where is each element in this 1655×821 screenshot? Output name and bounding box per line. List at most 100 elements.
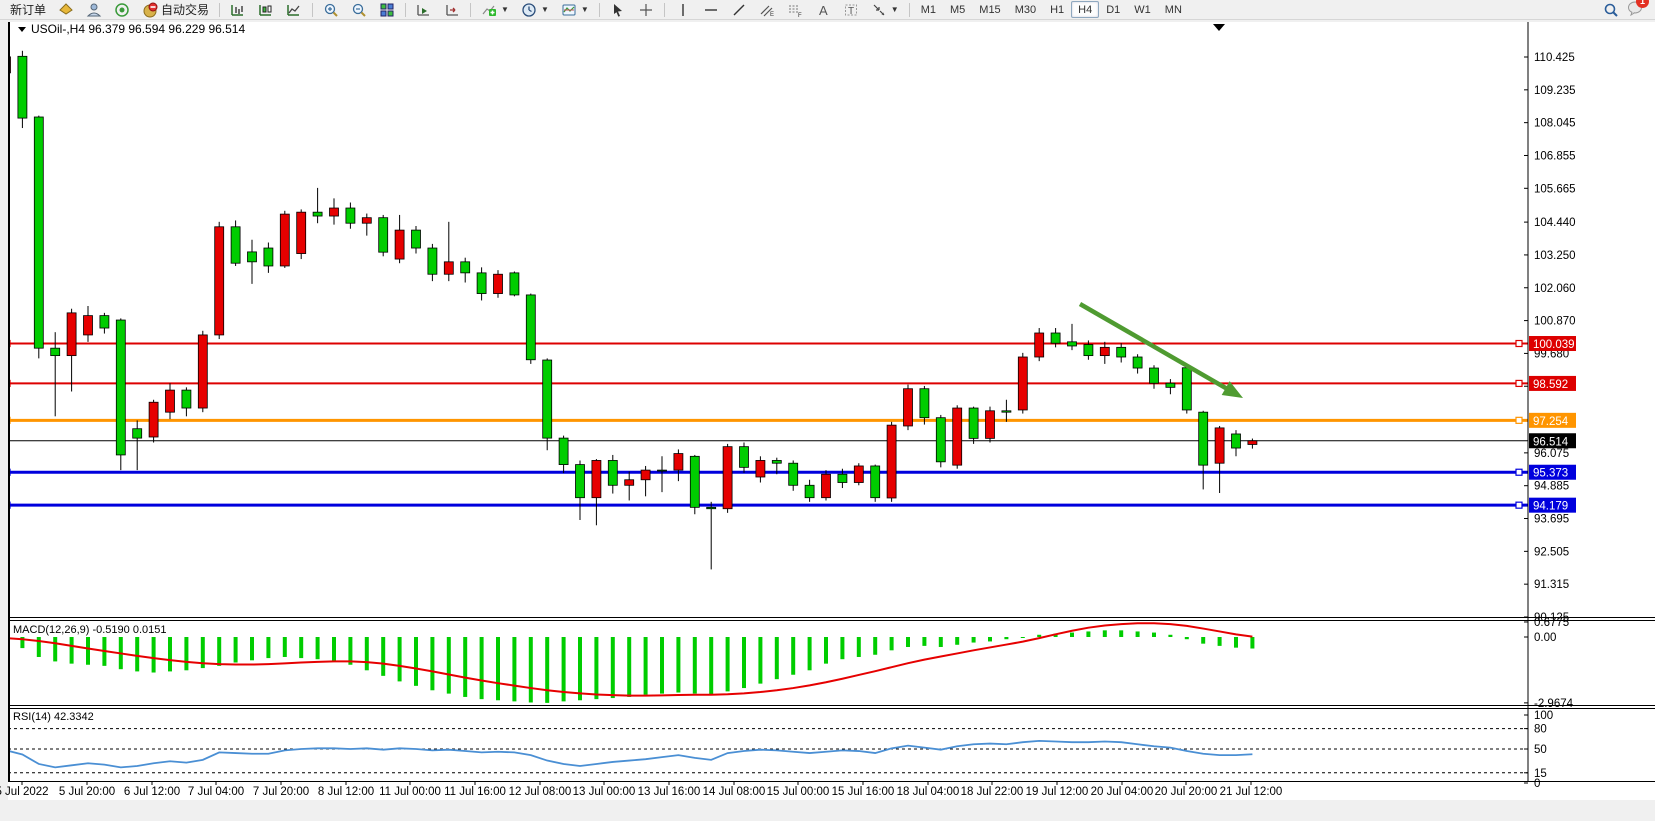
candle	[607, 460, 618, 486]
candle	[378, 217, 389, 253]
candle	[1050, 332, 1061, 344]
crosshair-icon	[638, 2, 654, 18]
timeframe-h1[interactable]: H1	[1050, 3, 1065, 16]
auto-trading-button[interactable]: 自动交易	[136, 1, 215, 19]
time-axis-labels: 5 Jul 2022 5 Jul 20:00 6 Jul 12:00 7 Jul 04…	[0, 781, 1282, 798]
new-order-button[interactable]: 新订单	[4, 1, 52, 19]
timeframe-m1[interactable]: M1	[920, 3, 936, 16]
candle	[837, 473, 848, 483]
shapes-arrows-icon	[871, 2, 887, 18]
candle	[558, 437, 569, 465]
time-tick-label: 8 Jul 12:00	[318, 786, 374, 798]
bar-chart-button[interactable]	[224, 1, 252, 19]
templates-button[interactable]: ▼	[555, 1, 595, 19]
notifications-button[interactable]: 1	[1627, 0, 1649, 19]
chart-canvas[interactable]: USOil-,H4 96.379 96.594 96.229 96.514 MAC…	[0, 21, 1655, 816]
price-tick-label: 108.045	[1534, 118, 1576, 130]
candle	[1149, 367, 1159, 384]
timeframe-h4[interactable]: H4	[1071, 1, 1100, 18]
signals-button[interactable]	[108, 1, 136, 19]
timeframe-mn[interactable]: MN	[1164, 3, 1182, 16]
rsi-line	[10, 739, 1253, 769]
rsi-label: RSI(14) 42.3342	[13, 711, 94, 723]
candle	[853, 465, 864, 483]
candle	[739, 446, 749, 468]
trendline-icon	[731, 2, 747, 18]
price-chip-label: 100.039	[1533, 339, 1575, 351]
candle	[1231, 433, 1241, 449]
trend-arrow-head	[1221, 381, 1243, 398]
line-chart-button[interactable]	[280, 1, 308, 19]
zoom-out-button[interactable]	[345, 1, 373, 19]
chart-shift-button[interactable]	[438, 1, 466, 19]
svg-text:E: E	[770, 12, 774, 18]
candle	[394, 229, 405, 260]
price-tick-label: 104.440	[1534, 217, 1576, 229]
text-label-icon: T	[843, 2, 859, 18]
candle	[279, 213, 290, 267]
svg-text:T: T	[848, 6, 854, 17]
cursor-button[interactable]	[604, 1, 632, 19]
candle	[1198, 411, 1209, 466]
candle	[1083, 344, 1094, 357]
channel-button[interactable]: E	[753, 1, 781, 19]
time-tick-label: 7 Jul 04:00	[188, 786, 244, 798]
periods-button[interactable]: ▼	[515, 1, 555, 19]
candlestick-chart-button[interactable]	[252, 1, 280, 19]
macd-signal-line	[10, 622, 1253, 697]
shapes-button[interactable]: ▼	[865, 1, 905, 19]
candle	[427, 247, 438, 275]
price-chip	[1529, 433, 1576, 449]
time-tick-label: 18 Jul 04:00	[897, 786, 960, 798]
timeframe-w1[interactable]: W1	[1134, 3, 1151, 16]
text-label-button[interactable]: T	[837, 1, 865, 19]
line-handle	[1515, 339, 1523, 348]
vertical-line-button[interactable]	[669, 1, 697, 19]
chart-area[interactable]: USOil-,H4 96.379 96.594 96.229 96.514 MAC…	[0, 21, 1655, 816]
trend-arrow-line	[1078, 302, 1232, 393]
candle	[296, 211, 307, 254]
macd-tick-label: 0.6775	[1534, 617, 1569, 629]
price-chip	[1529, 336, 1576, 352]
timeframe-d1[interactable]: D1	[1106, 3, 1121, 16]
candle	[214, 226, 225, 336]
profile-button[interactable]	[80, 1, 108, 19]
candle	[247, 251, 257, 263]
timeframe-m30[interactable]: M30	[1014, 3, 1037, 16]
candle	[33, 116, 44, 349]
horizontal-line-button[interactable]	[697, 1, 725, 19]
chart-wizard-button[interactable]	[52, 1, 80, 19]
timeframe-m5[interactable]: M5	[950, 3, 966, 16]
candle	[10, 56, 11, 74]
candle	[919, 388, 930, 419]
main-pane	[10, 50, 1528, 570]
time-tick-label: 21 Jul 12:00	[1220, 786, 1283, 798]
candle	[99, 315, 110, 329]
time-tick-label: 5 Jul 20:00	[59, 786, 115, 798]
candle	[460, 261, 471, 274]
candle	[821, 473, 831, 499]
candle	[804, 484, 815, 499]
text-button[interactable]: A	[809, 1, 837, 19]
candle	[1214, 427, 1225, 464]
zoom-in-button[interactable]	[317, 1, 345, 19]
candle	[722, 446, 733, 510]
zoom-out-icon	[351, 2, 367, 18]
candle	[1067, 341, 1077, 347]
price-tick-label: 94.885	[1534, 481, 1569, 493]
auto-scroll-button[interactable]	[410, 1, 438, 19]
fibonacci-button[interactable]: F	[781, 1, 809, 19]
search-icon[interactable]	[1603, 2, 1619, 18]
candle	[771, 460, 782, 464]
indicators-button[interactable]: ▼	[475, 1, 515, 19]
price-tick-label: 92.505	[1534, 546, 1569, 558]
timeframe-m15[interactable]: M15	[979, 3, 1001, 16]
price-tick-label: 90.125	[1534, 612, 1569, 624]
time-tick-label: 18 Jul 22:00	[961, 786, 1024, 798]
candle	[591, 460, 602, 499]
toolbar-separator	[219, 2, 221, 17]
crosshair-button[interactable]	[632, 1, 660, 19]
time-tick-label: 11 Jul 16:00	[444, 786, 506, 798]
tile-windows-button[interactable]	[373, 1, 401, 19]
trendline-button[interactable]	[725, 1, 753, 19]
